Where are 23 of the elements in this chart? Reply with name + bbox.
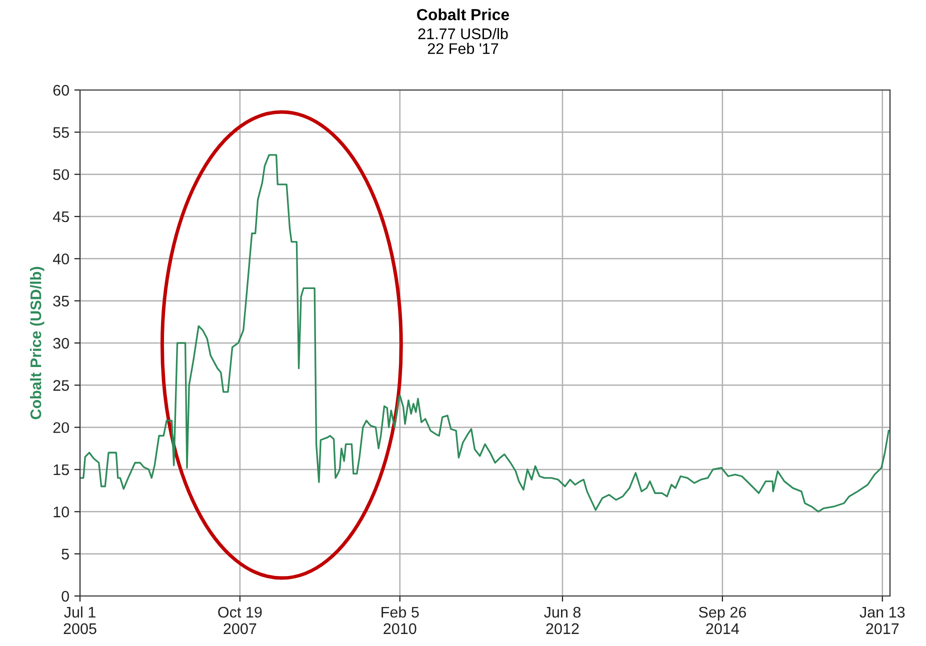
y-tick-label: 45 (52, 212, 69, 222)
y-tick-label: 20 (53, 422, 69, 434)
y-tick-label: 10 (54, 506, 69, 518)
y-tick-label: 40 (52, 254, 69, 264)
y-axis-title: Cobalt Price (USD/lb) (30, 266, 44, 420)
chart-subtitle: 21.77 USD/lb 22 Feb '17 (418, 28, 508, 54)
y-tick-label: 15 (54, 464, 69, 476)
x-tick-label: Jan 13 2017 (860, 606, 905, 634)
y-tick-label: 55 (53, 127, 69, 138)
y-tick-label: 30 (53, 338, 69, 349)
x-tick-label: Jul 1 2005 (64, 606, 96, 634)
x-tick-label: Sep 26 2014 (698, 606, 746, 634)
x-tick-label: Jun 8 2012 (544, 606, 581, 634)
y-tick-label: 60 (53, 84, 69, 96)
y-tick-label: 0 (62, 590, 69, 602)
x-tick-label: Feb 5 2010 (382, 606, 419, 634)
chart-title: Cobalt Price (417, 8, 510, 20)
y-tick-label: 50 (53, 169, 69, 180)
y-tick-label: 5 (62, 548, 69, 560)
x-tick-label: Oct 19 2007 (218, 606, 262, 634)
y-tick-label: 25 (53, 380, 69, 391)
y-tick-label: 35 (53, 296, 69, 307)
line-series (80, 154, 890, 512)
